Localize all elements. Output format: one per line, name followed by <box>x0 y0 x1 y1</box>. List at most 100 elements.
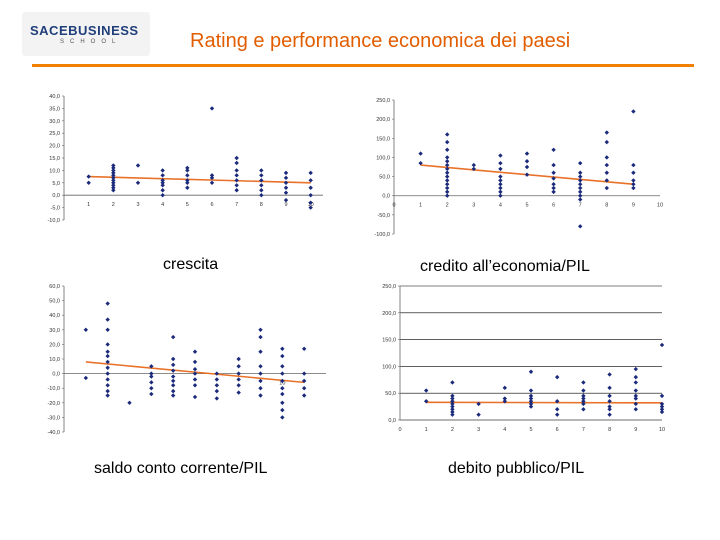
x-tick-label: 9 <box>632 203 635 209</box>
y-tick-label: -30,0 <box>47 415 60 421</box>
data-point <box>659 393 665 399</box>
data-point <box>111 183 116 188</box>
chart-svg: -100,0 -50,0 0,0 50,0 100,0 150,0 200,0 250,0 0 1… <box>374 98 663 238</box>
data-point <box>105 342 110 347</box>
data-point <box>607 372 612 377</box>
data-point <box>160 168 165 173</box>
chart-debito: 0,0 50,0 100,0 150,0 200,0 250,0 0 1 2 3 4 5 6 7 8 9 10 <box>366 280 676 440</box>
data-point <box>259 168 264 173</box>
caption-credito: credito all’economia/PIL <box>420 258 590 275</box>
data-point <box>607 412 612 417</box>
data-point <box>301 386 307 391</box>
data-point <box>581 380 586 385</box>
data-point <box>127 400 132 405</box>
chart-saldo: -40,0 -30,0 -20,0 -10,0 0,0 10,0 20,0 30,0 40,0 5… <box>30 280 340 440</box>
data-point <box>308 170 313 176</box>
chart-crescita: -10,0 -5,0 0,0 5,0 10,0 15,0 20,0 25,0 30,0 35,0 4… <box>30 88 335 240</box>
data-point <box>160 173 165 178</box>
data-point <box>280 378 285 384</box>
data-point <box>631 185 636 191</box>
data-point <box>633 380 638 385</box>
x-tick-label: 2 <box>112 202 115 208</box>
data-point <box>170 368 176 373</box>
data-point <box>280 346 285 351</box>
data-point <box>258 371 263 376</box>
data-point <box>236 390 241 395</box>
data-point <box>258 349 263 354</box>
data-point <box>445 162 450 168</box>
data-point <box>192 383 198 388</box>
y-tick-label: 200,0 <box>382 311 396 317</box>
y-tick-label: 30,0 <box>49 328 60 334</box>
x-tick-label: 4 <box>161 202 164 208</box>
data-point <box>528 396 534 401</box>
data-point <box>160 188 165 193</box>
x-tick-label: 1 <box>419 203 422 209</box>
data-point <box>524 151 530 156</box>
data-point <box>170 356 176 362</box>
data-point <box>283 197 289 203</box>
data-point <box>234 183 239 188</box>
y-tick-label: -20,0 <box>47 401 60 407</box>
data-point <box>631 162 636 168</box>
data-point <box>498 160 503 166</box>
data-point <box>170 378 176 384</box>
data-point <box>185 180 190 185</box>
data-point <box>498 185 503 191</box>
y-tick-label: 25,0 <box>49 131 60 137</box>
data-point <box>418 160 423 166</box>
data-point <box>308 205 313 210</box>
y-tick-label: 50,0 <box>385 391 396 397</box>
x-tick-label: 1 <box>87 202 90 208</box>
y-tick-label: -40,0 <box>47 430 60 436</box>
data-point <box>105 327 110 332</box>
data-point <box>498 174 503 179</box>
data-point <box>209 180 215 185</box>
data-point <box>578 189 583 195</box>
y-tick-label: 20,0 <box>49 342 60 348</box>
data-point <box>149 364 154 369</box>
data-point <box>450 396 455 401</box>
data-point <box>578 193 583 198</box>
x-tick-label: 10 <box>308 202 314 208</box>
data-point <box>170 393 176 398</box>
data-point <box>578 174 583 179</box>
data-point <box>160 180 165 185</box>
y-tick-label: -100,0 <box>374 232 390 238</box>
data-point <box>659 401 665 407</box>
data-point <box>280 407 285 413</box>
chart-credito: -100,0 -50,0 0,0 50,0 100,0 150,0 200,0 250,0 0 1… <box>366 92 670 244</box>
x-tick-label: 8 <box>605 203 608 209</box>
x-tick-label: 0 <box>392 203 395 209</box>
data-point <box>301 371 307 376</box>
data-point <box>111 178 116 183</box>
data-point <box>581 388 586 393</box>
data-point <box>105 353 110 359</box>
data-point <box>555 412 560 417</box>
caption-saldo: saldo conto corrente/PIL <box>94 460 268 477</box>
data-point <box>476 401 481 407</box>
data-point <box>236 377 241 382</box>
x-tick-label: 5 <box>525 203 528 209</box>
data-point <box>280 386 285 391</box>
data-point <box>209 173 215 178</box>
x-tick-label: 7 <box>579 203 582 209</box>
data-point <box>301 393 307 398</box>
data-point <box>234 173 239 178</box>
data-point <box>236 383 241 388</box>
data-point <box>524 159 530 164</box>
y-tick-label: -10,0 <box>47 386 60 392</box>
data-point <box>301 378 307 384</box>
data-point <box>524 172 530 177</box>
x-tick-label: 9 <box>634 427 637 433</box>
chart-svg: -40,0 -30,0 -20,0 -10,0 0,0 10,0 20,0 30,0 40,0 5… <box>47 284 326 436</box>
logo-main-text: SACEBUSINESS <box>30 23 139 38</box>
data-point <box>578 160 583 166</box>
trend-line <box>88 175 311 184</box>
data-point <box>659 342 665 348</box>
data-point <box>424 388 429 393</box>
data-point <box>258 364 263 369</box>
y-tick-label: 250,0 <box>376 98 390 104</box>
data-point <box>258 327 263 332</box>
x-tick-label: 0 <box>398 427 401 433</box>
